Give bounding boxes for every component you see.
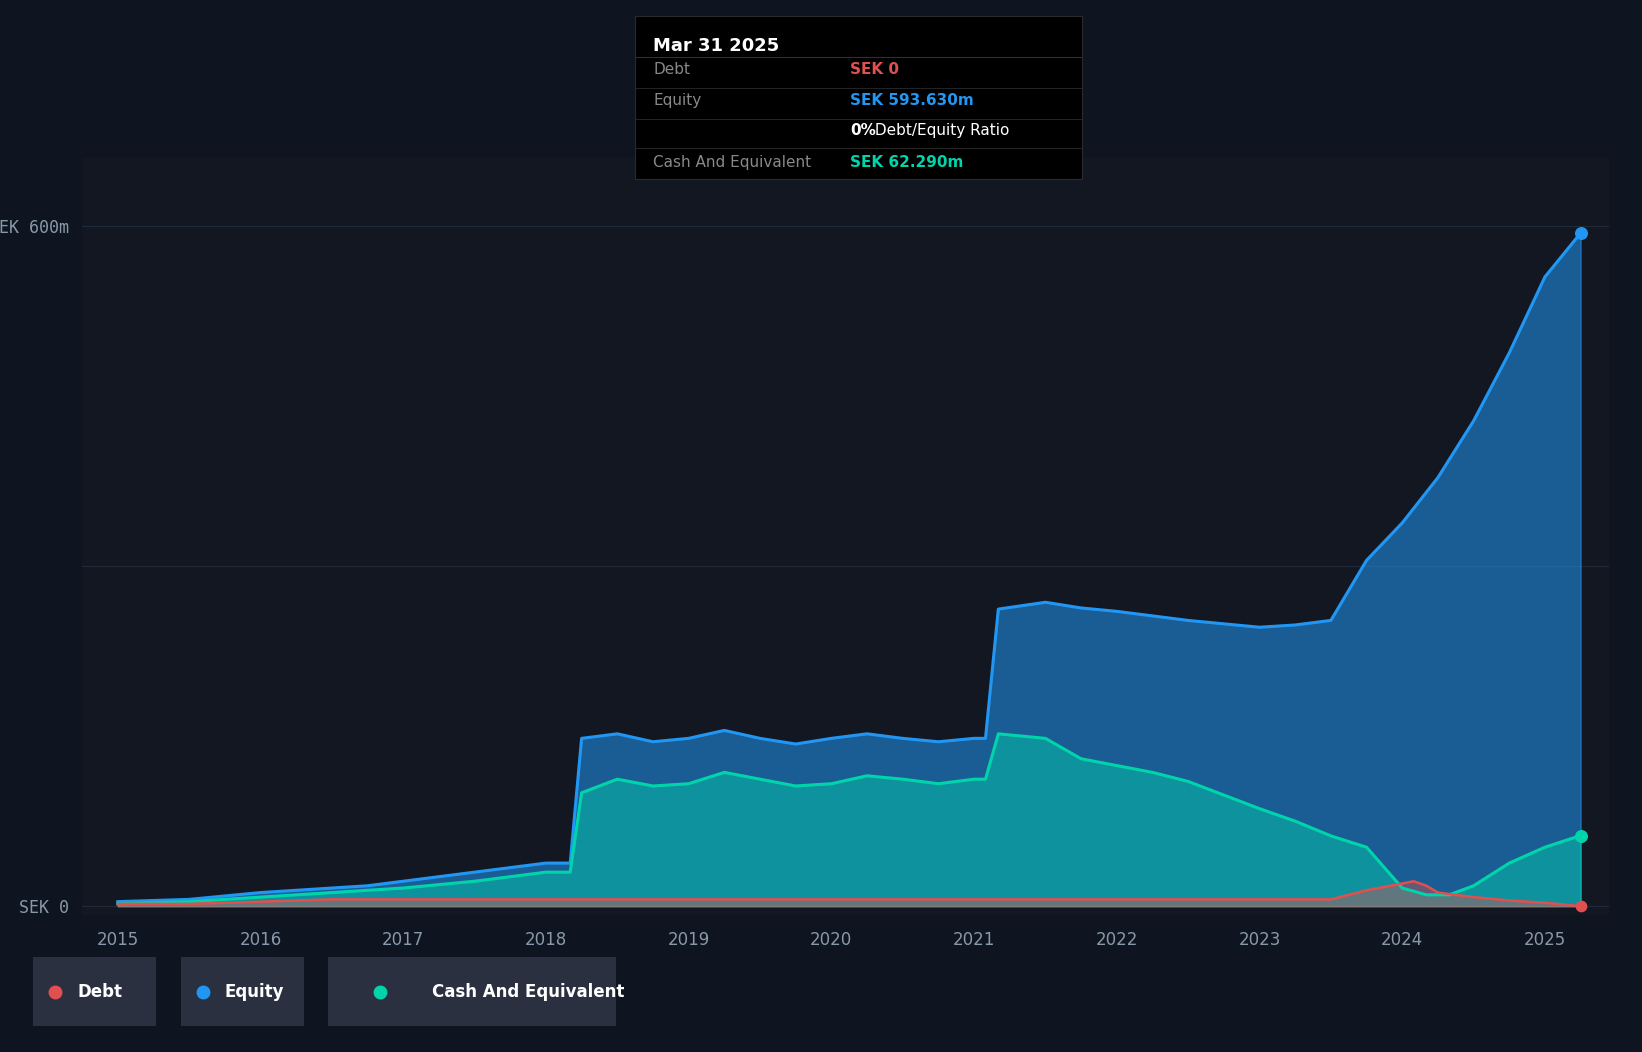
Text: Cash And Equivalent: Cash And Equivalent <box>432 983 624 1000</box>
Text: Equity: Equity <box>654 93 701 108</box>
Text: Debt: Debt <box>654 62 690 77</box>
Point <box>1568 897 1594 914</box>
Text: Cash And Equivalent: Cash And Equivalent <box>654 155 811 170</box>
Text: Debt/Equity Ratio: Debt/Equity Ratio <box>870 123 1010 138</box>
Text: SEK 62.290m: SEK 62.290m <box>851 155 964 170</box>
Text: 0%: 0% <box>851 123 875 138</box>
Point <box>1568 827 1594 844</box>
Text: SEK 593.630m: SEK 593.630m <box>851 93 974 108</box>
Text: SEK 0: SEK 0 <box>851 62 898 77</box>
Text: Mar 31 2025: Mar 31 2025 <box>654 37 780 55</box>
Point <box>1568 225 1594 242</box>
Text: Equity: Equity <box>225 983 284 1000</box>
Text: Debt: Debt <box>77 983 122 1000</box>
